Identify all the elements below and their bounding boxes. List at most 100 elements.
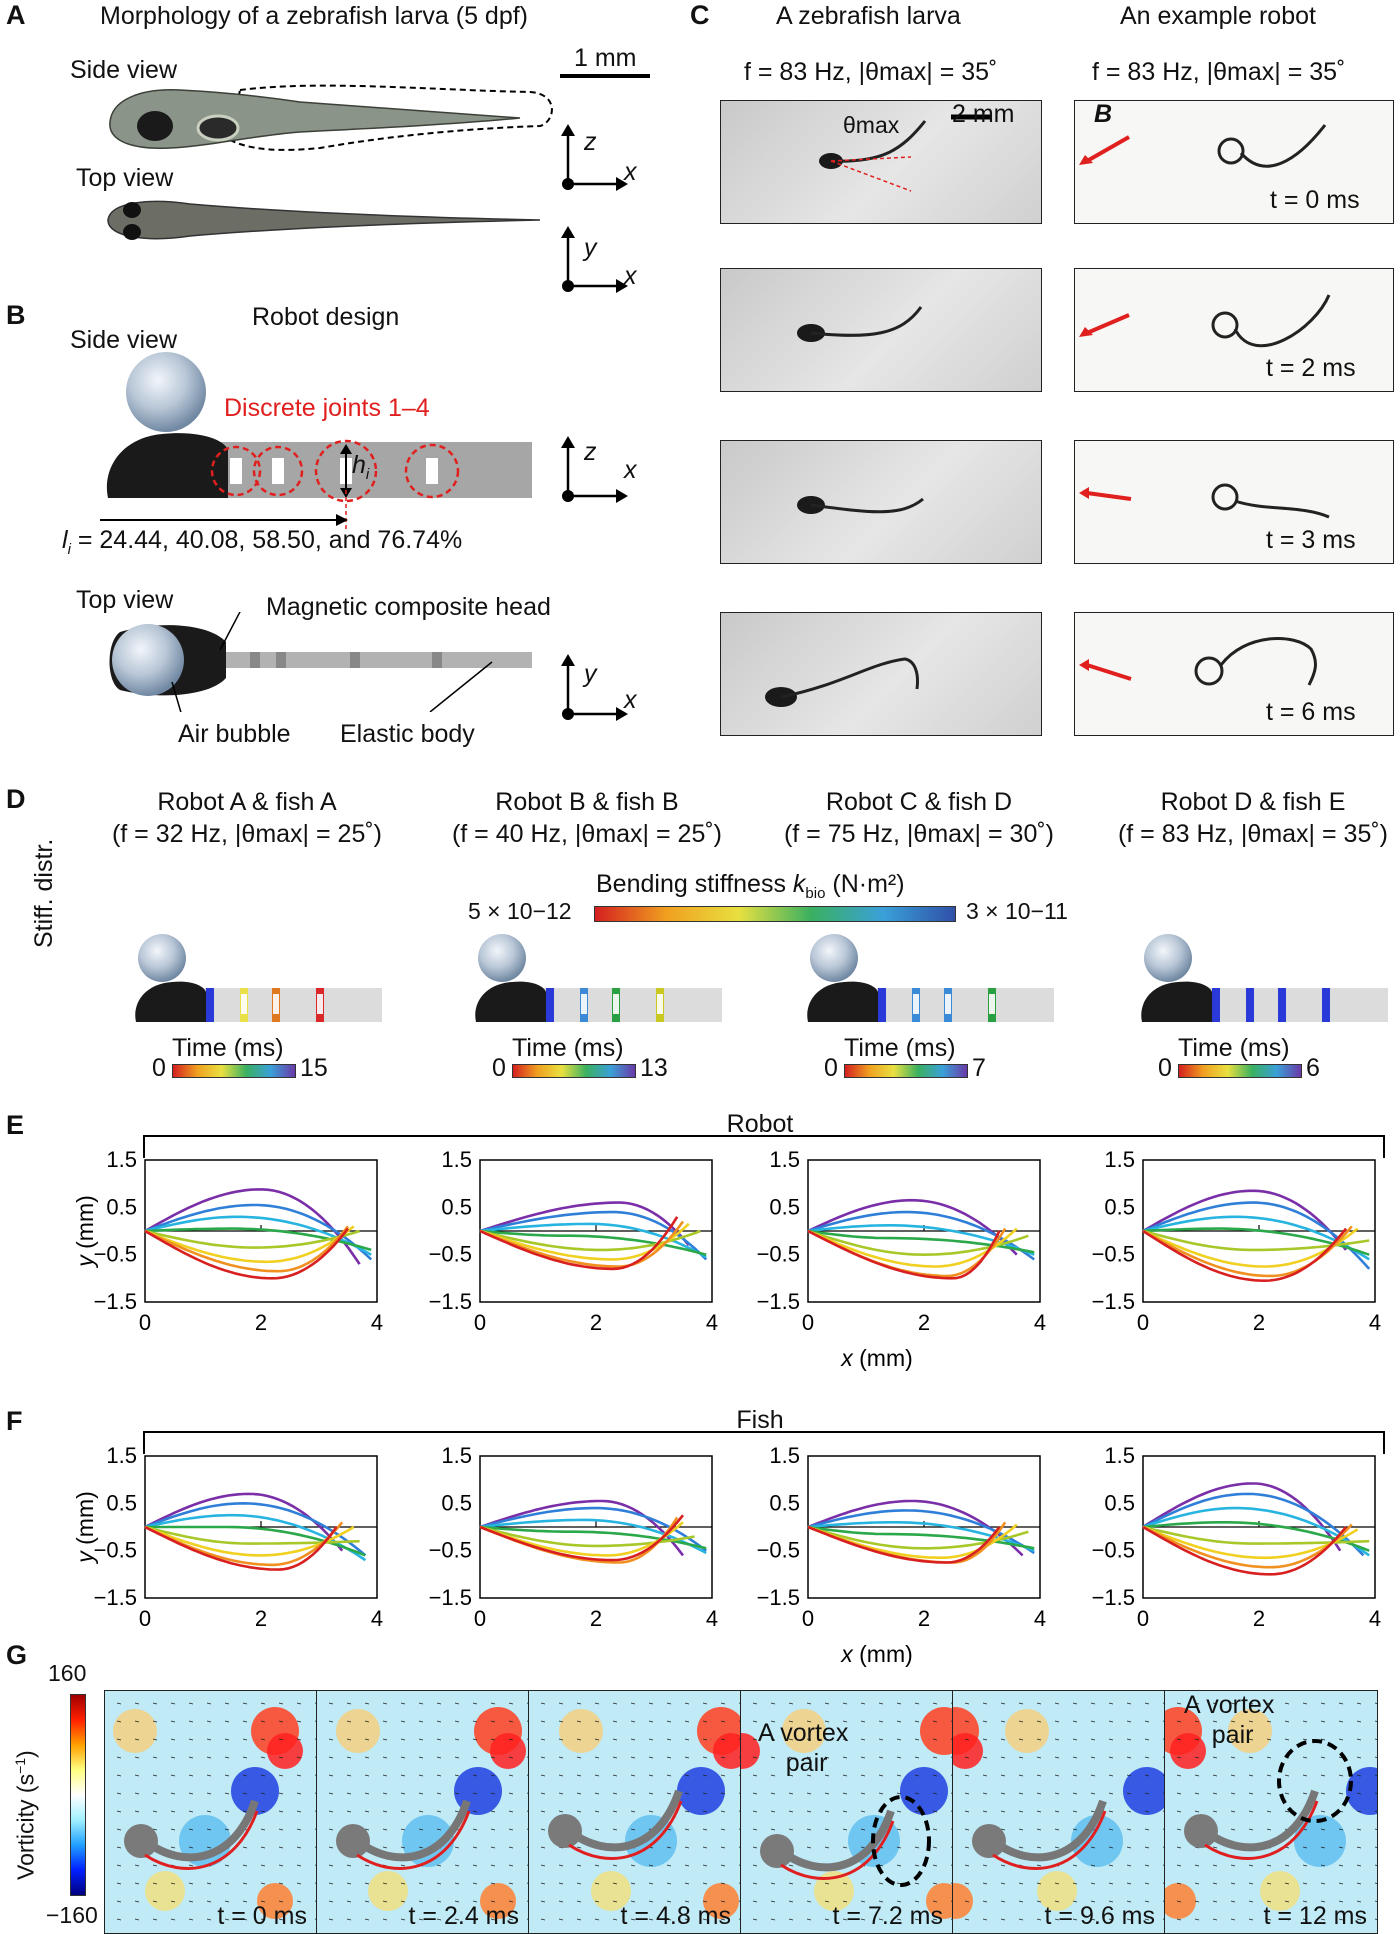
discrete-joints-label: Discrete joints 1–4 bbox=[224, 394, 430, 422]
y-tick-label: −1.5 bbox=[429, 1585, 472, 1610]
robot-frame-1 bbox=[1074, 100, 1394, 224]
time-min-3: 0 bbox=[824, 1054, 838, 1082]
b-side-view-label: Side view bbox=[70, 326, 177, 354]
body-curve-8 bbox=[144, 1227, 350, 1280]
x-tick-label: 4 bbox=[1369, 1606, 1381, 1631]
robot-param-2: (f = 40 Hz, |θmax| = 25˚) bbox=[451, 820, 723, 848]
body-curve-8 bbox=[807, 1229, 1001, 1280]
y-tick-label: 1.5 bbox=[441, 1147, 472, 1172]
stiffness-robot-1 bbox=[135, 934, 382, 1022]
b-top-view-label: Top view bbox=[76, 586, 174, 614]
time-max-2: 13 bbox=[640, 1054, 668, 1082]
body-curve-4 bbox=[807, 1525, 1035, 1550]
y-tick-label: 0.5 bbox=[106, 1490, 137, 1515]
larva-frame-3 bbox=[720, 440, 1042, 564]
x-tick-label: 2 bbox=[590, 1310, 602, 1335]
y-tick-label: 0.5 bbox=[1104, 1194, 1135, 1219]
vorticity-frame-4: t = 7.2 ms bbox=[740, 1690, 954, 1934]
time-label-c1: t = 0 ms bbox=[1270, 186, 1360, 214]
c-col1-param: f = 83 Hz, |θmax| = 35˚ bbox=[744, 58, 998, 86]
frame-time-2: t = 2.4 ms bbox=[408, 1902, 519, 1930]
fin-outline bbox=[228, 84, 553, 151]
vorticity-frame-1: t = 0 ms bbox=[104, 1690, 318, 1934]
y-tick-label: −0.5 bbox=[94, 1242, 137, 1267]
axes-top-b bbox=[561, 654, 628, 721]
panel-label-e: E bbox=[6, 1110, 25, 1140]
y-tick-label: −0.5 bbox=[757, 1538, 800, 1563]
y-axis-label: y (mm) bbox=[72, 1195, 98, 1269]
x-tick-label: 0 bbox=[802, 1606, 814, 1631]
shape-chart-2: 1.50.5−0.5−1.50 2 4x (mm) bbox=[429, 1147, 913, 1371]
shape-chart-5: 1.5 0.5 −0.5 −1.50 2 4 y (mm) bbox=[72, 1443, 383, 1631]
body-curve-1 bbox=[479, 1201, 690, 1247]
body-curve-2 bbox=[144, 1501, 367, 1557]
joint-1 bbox=[230, 458, 242, 484]
panel-label-a: A bbox=[6, 0, 26, 30]
stiffness-colorbar-max: 3 × 10−11 bbox=[966, 898, 1068, 924]
axis-x-b: x bbox=[624, 456, 637, 484]
body-curve-1 bbox=[144, 1188, 361, 1265]
panel-label-b: B bbox=[6, 300, 26, 330]
head-label: Magnetic composite head bbox=[266, 593, 551, 621]
scale-bar-1mm bbox=[560, 74, 650, 78]
robot-title-4: Robot D & fish E bbox=[1160, 788, 1346, 816]
larva-top-eye-right bbox=[123, 224, 141, 240]
body-curve-4 bbox=[1142, 1227, 1370, 1256]
x-tick-label: 2 bbox=[1253, 1606, 1265, 1631]
vortex-annotation-2: A vortex pair bbox=[1184, 1691, 1275, 1749]
y-tick-label: 0.5 bbox=[769, 1194, 800, 1219]
time-label-c4: t = 6 ms bbox=[1266, 698, 1356, 726]
body-curve-5 bbox=[144, 1229, 360, 1249]
robot-frame-2 bbox=[1074, 268, 1394, 392]
robot-side-diagram bbox=[100, 352, 532, 530]
body-curve-3 bbox=[1142, 1506, 1370, 1557]
fish-group-label: Fish bbox=[736, 1406, 784, 1434]
y-axis-label: y (mm) bbox=[72, 1491, 98, 1565]
c-scale-label: 2 mm bbox=[952, 100, 1015, 128]
body-curve-6 bbox=[1142, 1227, 1359, 1268]
time-colorbar-3 bbox=[844, 1064, 968, 1078]
body-curve-8 bbox=[1142, 1227, 1348, 1283]
time-max-1: 15 bbox=[300, 1054, 328, 1082]
x-tick-label: 4 bbox=[1034, 1310, 1046, 1335]
x-tick-label: 4 bbox=[371, 1310, 383, 1335]
x-tick-label: 2 bbox=[1253, 1310, 1265, 1335]
body-curve-1 bbox=[1142, 1189, 1348, 1251]
robot-title-2: Robot B & fish B bbox=[495, 788, 679, 816]
vorticity-max: 160 bbox=[48, 1660, 87, 1686]
time-colorbar-2 bbox=[512, 1064, 636, 1078]
axis-x-b2: x bbox=[624, 686, 637, 714]
panel-label-d: D bbox=[6, 784, 26, 814]
robot-group-label: Robot bbox=[726, 1110, 794, 1138]
fish-bracket bbox=[143, 1431, 1385, 1454]
robot-top-diagram bbox=[109, 612, 532, 712]
larva-body bbox=[109, 89, 521, 149]
body-curve-8 bbox=[479, 1216, 679, 1271]
y-tick-label: 1.5 bbox=[769, 1443, 800, 1468]
shape-chart-4: 1.5 0.5 −0.5 −1.50 2 4 bbox=[1092, 1147, 1382, 1335]
shape-chart-7: 1.5 0.5 −0.5 −1.50 2 4 bbox=[757, 1443, 1047, 1631]
time-colorbar-title-1: Time (ms) bbox=[172, 1034, 284, 1062]
y-tick-label: −1.5 bbox=[1092, 1585, 1135, 1610]
body-curve-4 bbox=[479, 1229, 707, 1256]
joint-location-label: li = 24.44, 40.08, 58.50, and 76.74% bbox=[62, 526, 463, 558]
shape-chart-1: 1.5 0.5 −0.5 −1.50 2 4 y (mm) bbox=[72, 1147, 383, 1335]
body-curve-2 bbox=[479, 1506, 707, 1552]
vorticity-frame-2: t = 2.4 ms bbox=[316, 1690, 530, 1934]
body-curve-8 bbox=[1142, 1525, 1348, 1576]
time-label-c2: t = 2 ms bbox=[1266, 354, 1356, 382]
y-tick-label: −1.5 bbox=[757, 1585, 800, 1610]
body-curve-6 bbox=[144, 1225, 355, 1264]
body-curve-1 bbox=[807, 1499, 1024, 1557]
x-tick-label: 4 bbox=[371, 1606, 383, 1631]
larva-side-view bbox=[109, 84, 553, 151]
x-tick-label: 2 bbox=[918, 1606, 930, 1631]
body-curve-7 bbox=[144, 1225, 350, 1273]
x-tick-label: 0 bbox=[802, 1310, 814, 1335]
body-curve-8 bbox=[807, 1525, 1001, 1564]
frame-time-6: t = 12 ms bbox=[1263, 1902, 1367, 1930]
y-tick-label: −1.5 bbox=[1092, 1289, 1135, 1314]
axis-x-a2: x bbox=[624, 262, 637, 290]
robot-param-1: (f = 32 Hz, |θmax| = 25˚) bbox=[111, 820, 383, 848]
panel-a-title: Morphology of a zebrafish larva (5 dpf) bbox=[100, 2, 528, 30]
